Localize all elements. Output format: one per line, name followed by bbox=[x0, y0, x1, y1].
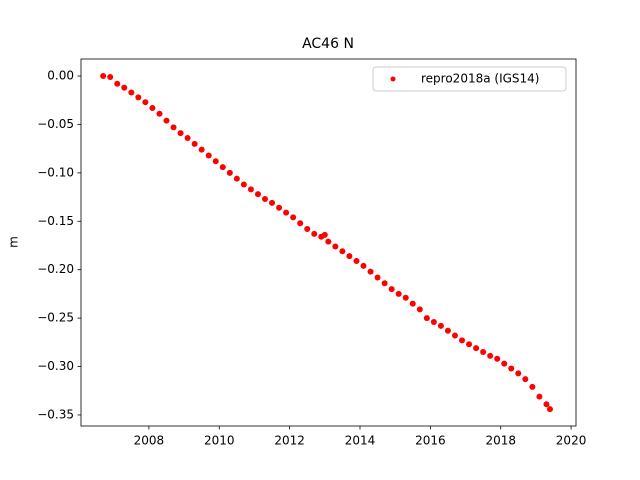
data-point bbox=[346, 253, 353, 260]
data-point bbox=[508, 365, 515, 372]
data-point bbox=[501, 360, 508, 367]
x-tick-label: 2008 bbox=[134, 434, 165, 448]
data-point bbox=[473, 345, 480, 352]
data-point bbox=[100, 73, 107, 80]
y-tick-label: −0.20 bbox=[37, 262, 74, 276]
data-point bbox=[283, 209, 290, 216]
data-point bbox=[212, 158, 219, 165]
data-point bbox=[254, 191, 261, 198]
data-point bbox=[107, 74, 114, 81]
data-point bbox=[416, 306, 423, 313]
legend-label: repro2018a (IGS14) bbox=[421, 72, 539, 86]
data-point bbox=[135, 94, 142, 101]
data-point bbox=[247, 186, 254, 193]
x-tick-label: 2020 bbox=[556, 434, 587, 448]
x-tick-label: 2016 bbox=[415, 434, 446, 448]
data-point bbox=[276, 204, 283, 211]
y-tick-label: 0.00 bbox=[47, 69, 74, 83]
data-point bbox=[522, 376, 529, 383]
data-point bbox=[546, 406, 553, 413]
data-point bbox=[269, 199, 276, 206]
y-tick-label: −0.15 bbox=[37, 214, 74, 228]
legend-marker bbox=[390, 76, 396, 82]
data-point bbox=[367, 268, 374, 275]
data-point bbox=[529, 383, 536, 390]
data-point bbox=[177, 130, 184, 137]
data-point bbox=[304, 226, 311, 233]
data-point bbox=[163, 117, 170, 124]
data-point bbox=[219, 164, 226, 171]
data-point bbox=[466, 341, 473, 348]
data-point bbox=[543, 401, 550, 408]
data-point bbox=[121, 84, 128, 91]
data-point bbox=[515, 370, 522, 377]
legend-box bbox=[372, 66, 567, 92]
y-tick-label: −0.30 bbox=[37, 359, 74, 373]
data-point bbox=[198, 146, 205, 153]
data-point bbox=[114, 80, 121, 87]
data-point bbox=[395, 290, 402, 297]
data-point bbox=[353, 257, 360, 264]
y-tick-label: −0.10 bbox=[37, 165, 74, 179]
data-point bbox=[184, 135, 191, 142]
data-point bbox=[536, 393, 543, 400]
data-point bbox=[149, 104, 156, 111]
x-tick-label: 2014 bbox=[345, 434, 376, 448]
data-point bbox=[388, 286, 395, 293]
data-point bbox=[339, 248, 346, 255]
x-tick-label: 2010 bbox=[204, 434, 235, 448]
data-point bbox=[451, 332, 458, 339]
data-point bbox=[321, 231, 328, 238]
data-point bbox=[191, 140, 198, 147]
data-point bbox=[402, 294, 409, 301]
x-tick-label: 2012 bbox=[274, 434, 305, 448]
data-point bbox=[332, 243, 339, 250]
data-point bbox=[374, 274, 381, 281]
data-point bbox=[233, 175, 240, 182]
y-axis-label: m bbox=[7, 236, 21, 248]
data-point bbox=[487, 352, 494, 359]
data-point bbox=[430, 319, 437, 326]
data-point bbox=[240, 181, 247, 188]
data-point bbox=[142, 99, 149, 106]
data-point bbox=[226, 169, 233, 176]
y-tick-label: −0.25 bbox=[37, 311, 74, 325]
plot-frame bbox=[80, 58, 577, 427]
data-point bbox=[423, 315, 430, 322]
data-point bbox=[494, 355, 501, 362]
data-point bbox=[325, 238, 332, 245]
data-point bbox=[156, 110, 163, 117]
data-point bbox=[205, 152, 212, 159]
data-point bbox=[459, 337, 466, 344]
data-point bbox=[444, 327, 451, 334]
data-point bbox=[297, 220, 304, 227]
data-point bbox=[261, 196, 268, 203]
data-point bbox=[437, 322, 444, 329]
data-point bbox=[381, 280, 388, 287]
data-point bbox=[311, 230, 318, 237]
data-point bbox=[128, 89, 135, 96]
y-tick-label: −0.35 bbox=[37, 407, 74, 421]
data-point bbox=[360, 262, 367, 269]
chart-title: AC46 N bbox=[302, 36, 354, 52]
y-tick-label: −0.05 bbox=[37, 117, 74, 131]
data-point bbox=[290, 214, 297, 221]
data-point bbox=[409, 300, 416, 307]
data-point bbox=[170, 124, 177, 131]
x-tick-label: 2018 bbox=[485, 434, 516, 448]
data-point bbox=[480, 349, 487, 356]
